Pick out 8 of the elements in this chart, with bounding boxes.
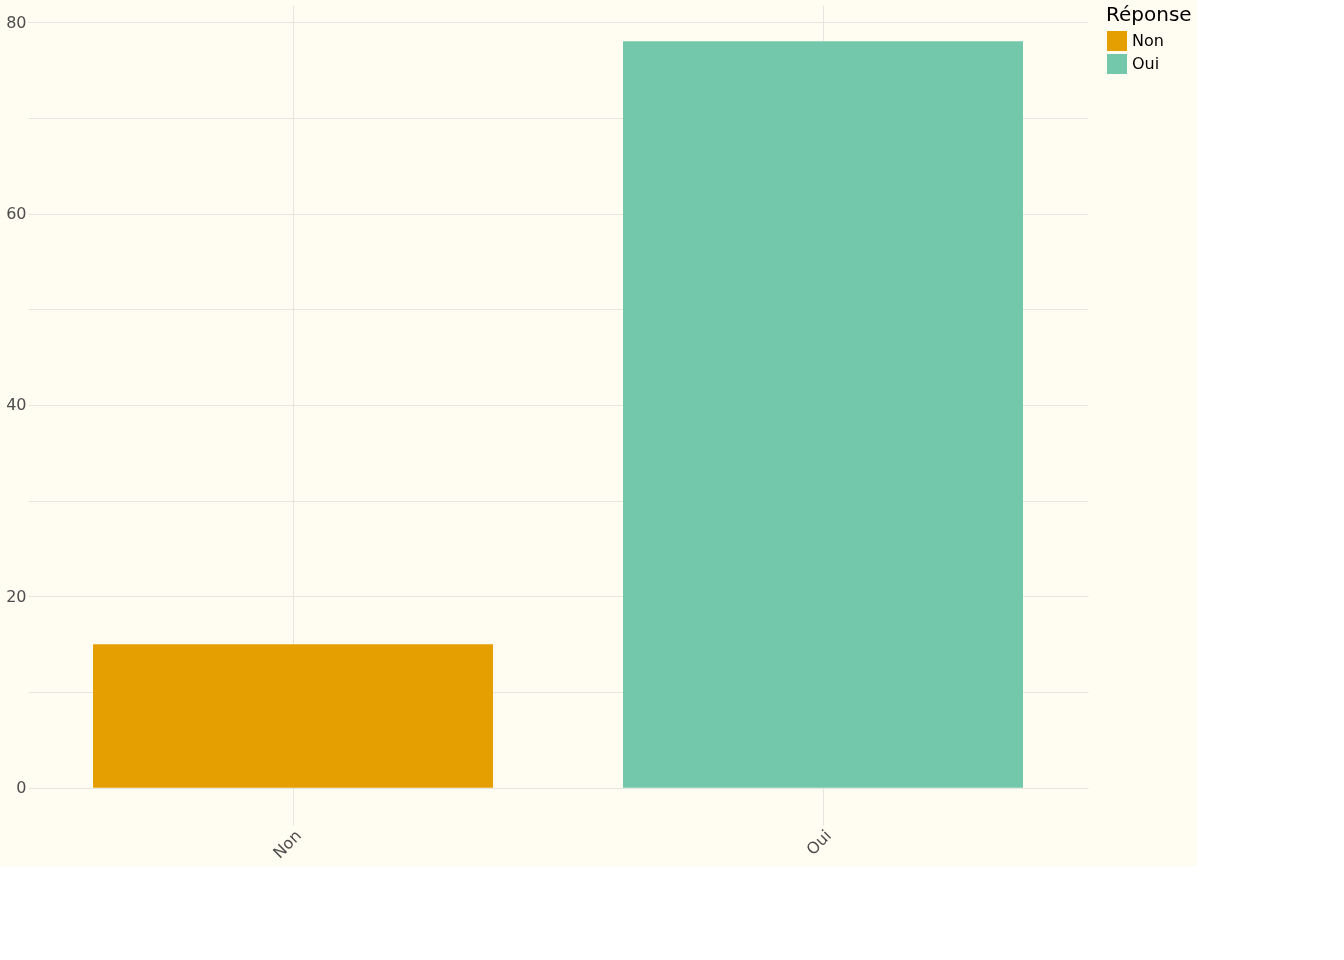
legend-title: Réponse [1106,2,1192,26]
y-tick-label: 40 [6,395,27,415]
legend-label: Non [1132,31,1164,50]
y-tick-label: 0 [16,778,27,798]
y-tick-label: 60 [6,204,27,224]
y-tick-label: 20 [6,586,27,606]
y-tick-label: 80 [6,12,27,32]
legend-label: Oui [1132,54,1160,73]
